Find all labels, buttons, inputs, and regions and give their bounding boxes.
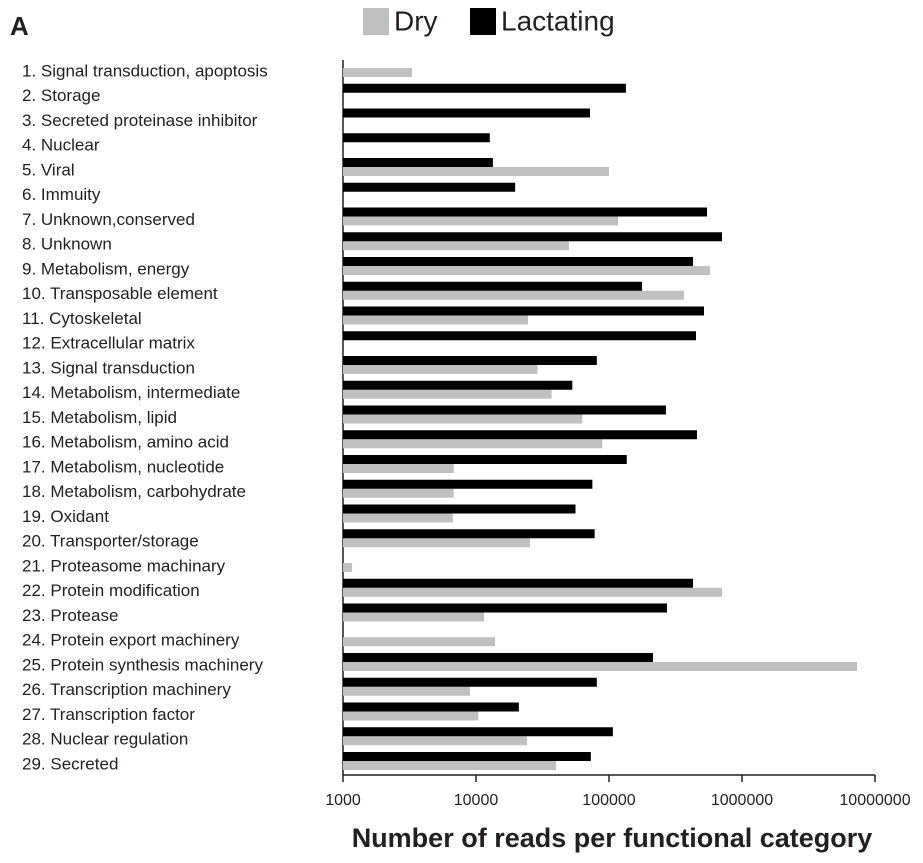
bar bbox=[343, 133, 490, 143]
y-tick-label: 21. Proteasome machinary bbox=[22, 556, 226, 575]
bar bbox=[343, 686, 470, 696]
bar bbox=[343, 389, 552, 399]
bar bbox=[343, 653, 653, 662]
y-tick-label: 19. Oxidant bbox=[22, 507, 109, 526]
y-tick-label: 9. Metabolism, energy bbox=[22, 259, 190, 278]
x-tick-label: 100000 bbox=[582, 792, 635, 809]
bar bbox=[343, 563, 353, 572]
bar bbox=[343, 108, 591, 118]
y-tick-label: 14. Metabolism, intermediate bbox=[22, 383, 240, 402]
y-tick-label: 27. Transcription factor bbox=[22, 705, 195, 724]
y-tick-label: 24. Protein export machinery bbox=[22, 631, 240, 650]
bar bbox=[343, 479, 593, 489]
bar bbox=[343, 331, 697, 341]
bar bbox=[343, 761, 557, 770]
y-tick-label: 7. Unknown,conserved bbox=[22, 210, 195, 229]
x-tick-label: 10000 bbox=[454, 792, 499, 809]
y-tick-label: 29. Secreted bbox=[22, 754, 118, 773]
y-tick-label: 10. Transposable element bbox=[22, 284, 218, 303]
bar bbox=[343, 232, 722, 242]
bar bbox=[343, 315, 528, 325]
y-tick-label: 3. Secreted proteinase inhibitor bbox=[22, 111, 258, 130]
bar bbox=[343, 727, 613, 737]
bar bbox=[343, 612, 485, 622]
x-tick-label: 1000000 bbox=[711, 792, 773, 809]
y-tick-label: 28. Nuclear regulation bbox=[22, 730, 188, 749]
bar bbox=[343, 677, 597, 687]
legend-label: Lactating bbox=[501, 5, 615, 36]
y-tick-label: 5. Viral bbox=[22, 160, 75, 179]
bar bbox=[343, 405, 666, 415]
bar bbox=[343, 504, 576, 514]
y-tick-label: 4. Nuclear bbox=[22, 136, 100, 155]
panel-label: A bbox=[10, 11, 29, 41]
bar bbox=[343, 439, 603, 449]
bar bbox=[343, 167, 609, 176]
bar bbox=[343, 578, 693, 588]
bar bbox=[343, 637, 496, 647]
bar bbox=[343, 158, 493, 167]
bar bbox=[343, 207, 708, 217]
bar bbox=[343, 662, 858, 671]
bar bbox=[343, 736, 528, 746]
y-tick-label: 16. Metabolism, amino acid bbox=[22, 433, 229, 452]
y-tick-label: 25. Protein synthesis machinery bbox=[22, 655, 263, 674]
y-tick-label: 1. Signal transduction, apoptosis bbox=[22, 61, 268, 80]
bar bbox=[343, 241, 569, 251]
y-tick-label: 23. Protease bbox=[22, 606, 118, 625]
y-tick-label: 20. Transporter/storage bbox=[22, 532, 199, 551]
bar bbox=[343, 83, 626, 93]
y-tick-label: 26. Transcription machinery bbox=[22, 680, 231, 699]
y-tick-label: 12. Extracellular matrix bbox=[22, 334, 195, 353]
bar bbox=[343, 182, 516, 192]
y-tick-label: 6. Immuity bbox=[22, 185, 101, 204]
y-tick-label: 8. Unknown bbox=[22, 235, 112, 254]
x-tick-label: 10000000 bbox=[839, 792, 910, 809]
y-tick-label: 15. Metabolism, lipid bbox=[22, 408, 177, 427]
bar bbox=[343, 587, 722, 597]
y-tick-label: 11. Cytoskeletal bbox=[22, 309, 142, 328]
x-tick-label: 1000 bbox=[325, 792, 361, 809]
x-axis-title: Number of reads per functional category bbox=[352, 823, 873, 853]
bar bbox=[343, 488, 454, 498]
bar bbox=[343, 538, 531, 548]
bar bbox=[343, 513, 453, 523]
y-tick-label: 2. Storage bbox=[22, 86, 100, 105]
bar bbox=[343, 702, 519, 712]
bar bbox=[343, 529, 595, 539]
legend-swatch bbox=[470, 8, 496, 35]
bar bbox=[343, 290, 684, 300]
bar bbox=[343, 257, 693, 266]
bar bbox=[343, 603, 668, 613]
y-tick-label: 18. Metabolism, carbohydrate bbox=[22, 482, 246, 501]
y-tick-label: 22. Protein modification bbox=[22, 581, 200, 600]
legend-swatch bbox=[363, 8, 389, 35]
bar bbox=[343, 414, 583, 424]
bar bbox=[343, 464, 454, 473]
bar bbox=[343, 430, 698, 440]
legend-label: Dry bbox=[394, 5, 438, 36]
bar bbox=[343, 380, 573, 390]
y-tick-label: 13. Signal transduction bbox=[22, 358, 195, 377]
bar bbox=[343, 752, 591, 761]
bar bbox=[343, 356, 597, 365]
bar bbox=[343, 281, 642, 291]
bar bbox=[343, 455, 627, 464]
bar bbox=[343, 711, 479, 721]
bar bbox=[343, 68, 412, 77]
y-tick-label: 17. Metabolism, nucleotide bbox=[22, 457, 224, 476]
bar bbox=[343, 266, 711, 275]
bar bbox=[343, 306, 705, 316]
bar bbox=[343, 216, 619, 226]
bar bbox=[343, 365, 538, 374]
